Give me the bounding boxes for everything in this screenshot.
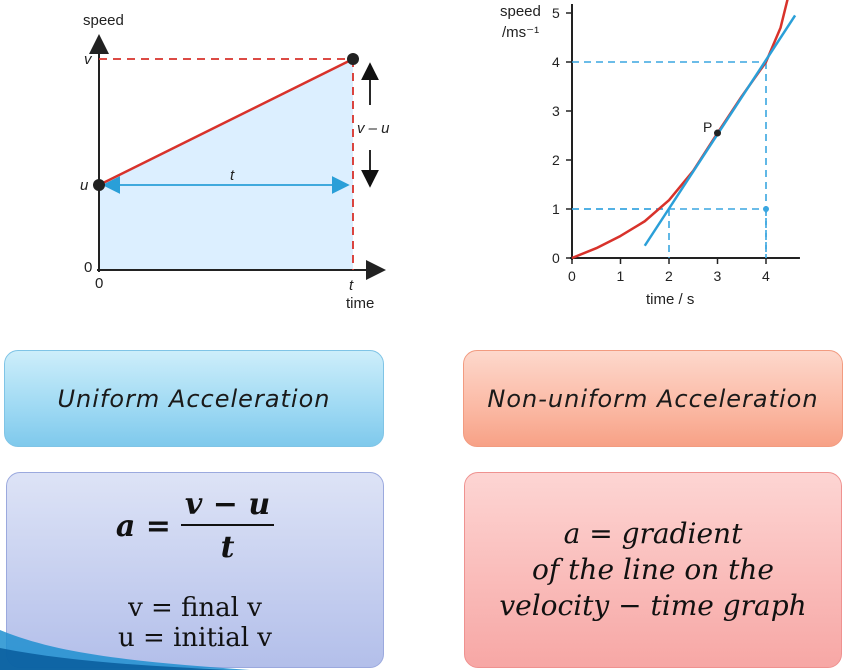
x-tick-label-4: 4 [762, 268, 770, 284]
area-under-line [99, 59, 353, 270]
y-axis-label: speed [83, 12, 124, 29]
y-tick-label-5: 5 [552, 5, 560, 21]
y-tick-u: u [80, 177, 89, 194]
y-tick-v: v [84, 51, 93, 68]
uniform-acceleration-chart: speed time v u 0 0 t t v – u [80, 12, 390, 312]
end-point [347, 53, 359, 65]
acceleration-formula: a = v − u t [115, 487, 275, 565]
definition-u: u = initial v [118, 623, 272, 653]
y-tick-label-4: 4 [552, 54, 560, 70]
uniform-acceleration-label: Uniform Acceleration [4, 350, 384, 447]
t-annotation: t [230, 167, 235, 184]
x-axis-label: time / s [646, 291, 694, 308]
formula-numerator: v − u [180, 487, 275, 526]
fraction: v − u t [180, 487, 275, 565]
formula-lhs: a = [115, 508, 171, 544]
uniform-label-text: Uniform Acceleration [57, 384, 331, 413]
point-p-label: P [703, 119, 712, 135]
start-point [93, 179, 105, 191]
x-tick-label-0: 0 [568, 268, 576, 284]
gradient-line-3: velocity − time graph [499, 589, 807, 622]
y-tick-label-2: 2 [552, 152, 560, 168]
y-tick-label-1: 1 [552, 201, 560, 217]
y-tick-label-3: 3 [552, 103, 560, 119]
point-p [714, 129, 721, 137]
y-tick-0: 0 [84, 259, 92, 276]
nonuniform-label-text: Non-uniform Acceleration [487, 384, 819, 413]
gradient-line-2: of the line on the [532, 553, 774, 586]
formula-denominator: t [220, 530, 235, 565]
non-uniform-acceleration-label: Non-uniform Acceleration [463, 350, 843, 447]
acceleration-formula-box: a = v − u t v = final v u = initial v [6, 472, 384, 668]
x-axis-label: time [346, 295, 374, 312]
speed-line [98, 57, 354, 187]
definition-v: v = final v [128, 593, 262, 623]
speed-curve [571, 0, 789, 260]
x-tick-0: 0 [95, 275, 103, 292]
decorative-wave [0, 630, 250, 670]
y-axis-label-line2: /ms⁻¹ [502, 24, 539, 41]
y-tick-label-0: 0 [552, 250, 560, 266]
y-axis-label-line1: speed [500, 3, 541, 20]
x-tick-t: t [349, 277, 354, 294]
guide-dot [763, 206, 769, 212]
x-tick-label-1: 1 [617, 268, 625, 284]
non-uniform-acceleration-chart: 0 1 2 3 4 0 1 2 3 4 5 speed /ms⁻¹ time / s P [500, 0, 800, 308]
gradient-definition-box: a = gradient of the line on the velocity… [464, 472, 842, 668]
gradient-line-1: a = gradient [563, 517, 743, 550]
x-tick-label-2: 2 [665, 268, 673, 284]
v-minus-u-annotation: v – u [357, 120, 390, 137]
x-tick-label-3: 3 [714, 268, 722, 284]
